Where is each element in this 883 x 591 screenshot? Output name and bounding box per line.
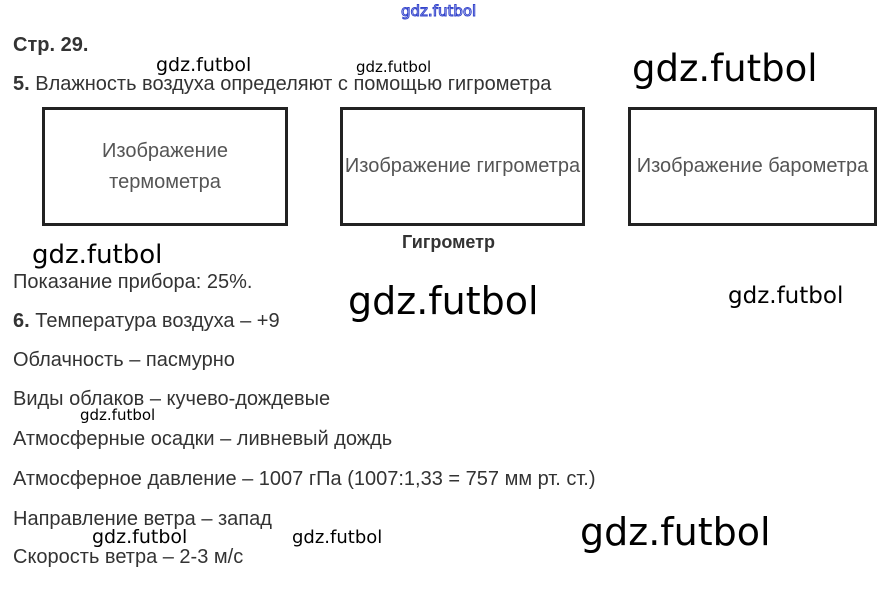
watermark: gdz.futbol — [348, 279, 539, 323]
question-number: 6. — [13, 310, 30, 332]
watermark: gdz.futbol — [632, 47, 818, 90]
watermark: gdz.futbol — [400, 2, 477, 20]
page-reference: Стр. 29. — [13, 34, 89, 56]
watermark: gdz.futbol — [32, 240, 163, 270]
pressure-line: Атмосферное давление – 1007 гПа (1007:1,… — [13, 468, 596, 490]
watermark: gdz.futbol — [80, 406, 156, 424]
thermometer-image-placeholder: Изображение термометра — [42, 107, 288, 226]
question-6: 6. Температура воздуха – +9 — [13, 309, 280, 333]
image-caption: Гигрометр — [402, 232, 495, 252]
question-text: Влажность воздуха определяют с помощью г… — [29, 73, 552, 95]
precipitation-line: Атмосферные осадки – ливневый дождь — [13, 428, 393, 450]
wind-speed-line: Скорость ветра – 2-3 м/с — [13, 546, 244, 568]
watermark: gdz.futbol — [580, 510, 771, 554]
watermark: gdz.futbol — [92, 526, 188, 548]
cloud-types-line: Виды облаков – кучево-дождевые — [13, 388, 331, 410]
watermark: gdz.futbol — [292, 527, 383, 548]
watermark: gdz.futbol — [356, 58, 432, 76]
question-text: Температура воздуха – +9 — [29, 310, 280, 332]
question-number: 5. — [13, 73, 30, 95]
hygrometer-image-placeholder: Изображение гигрометра — [340, 107, 585, 226]
cloudiness-line: Облачность – пасмурно — [13, 349, 235, 371]
watermark: gdz.futbol — [156, 54, 252, 76]
reading-text: Показание прибора: 25%. — [13, 271, 253, 293]
wind-direction-line: Направление ветра – запад — [13, 508, 272, 530]
question-5: 5. Влажность воздуха определяют с помощь… — [13, 72, 551, 96]
watermark: gdz.futbol — [728, 283, 844, 309]
barometer-image-placeholder: Изображение барометра — [628, 107, 877, 226]
